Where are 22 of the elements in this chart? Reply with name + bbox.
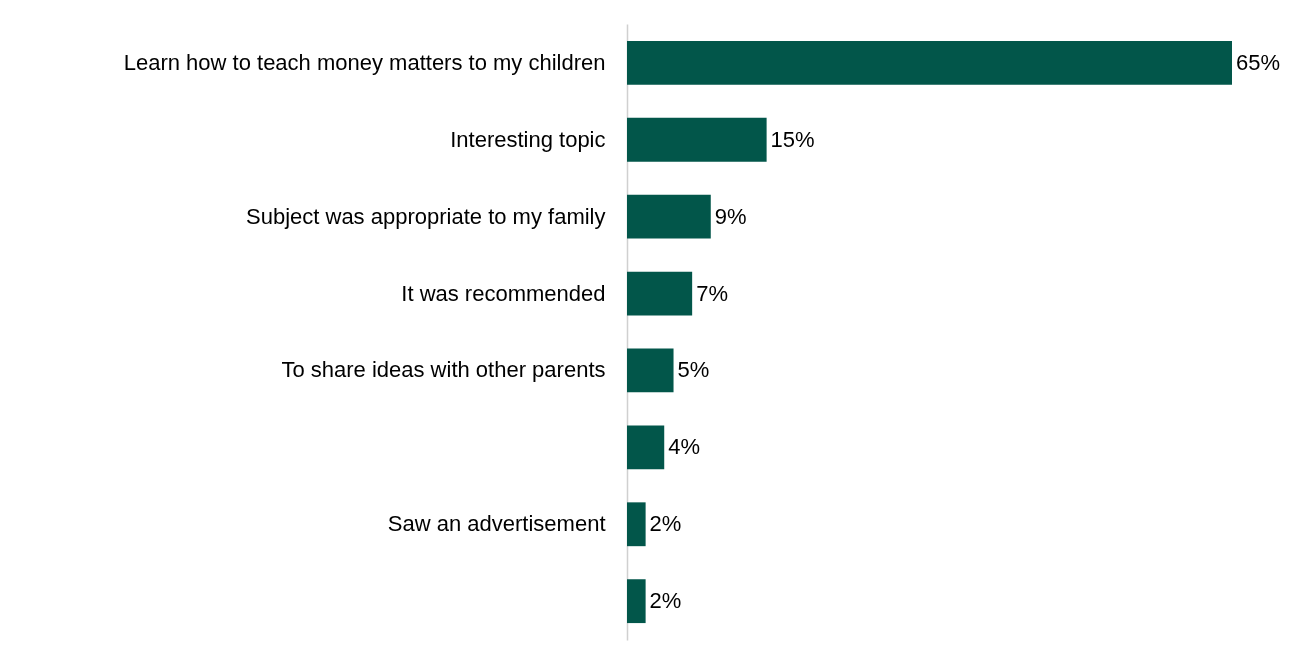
y-tick-label: To share ideas with other parents xyxy=(281,357,606,383)
data-label: 9% xyxy=(714,203,747,229)
bar xyxy=(627,40,1232,85)
y-tick-label: Saw an advertisement xyxy=(387,511,606,537)
bar xyxy=(627,117,767,162)
y-tick-label: Subject was appropriate to my family xyxy=(246,203,606,229)
bar xyxy=(627,271,693,316)
data-label: 15% xyxy=(770,126,815,152)
bar xyxy=(627,502,646,547)
data-label: 65% xyxy=(1236,49,1281,75)
bar xyxy=(627,194,711,239)
bar xyxy=(627,579,646,624)
y-tick-label: Interesting topic xyxy=(450,126,606,152)
bar xyxy=(627,425,665,470)
bar xyxy=(627,348,674,393)
data-label: 5% xyxy=(677,357,710,383)
data-label: 4% xyxy=(668,434,701,460)
data-label: 2% xyxy=(649,511,682,537)
y-tick-label: Learn how to teach money matters to my children xyxy=(123,49,606,75)
y-tick-label: It was recommended xyxy=(401,280,606,306)
data-label: 2% xyxy=(649,588,682,614)
data-label: 7% xyxy=(696,280,728,306)
